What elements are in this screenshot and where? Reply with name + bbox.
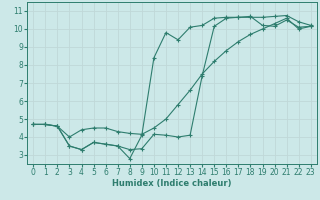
X-axis label: Humidex (Indice chaleur): Humidex (Indice chaleur) bbox=[112, 179, 232, 188]
